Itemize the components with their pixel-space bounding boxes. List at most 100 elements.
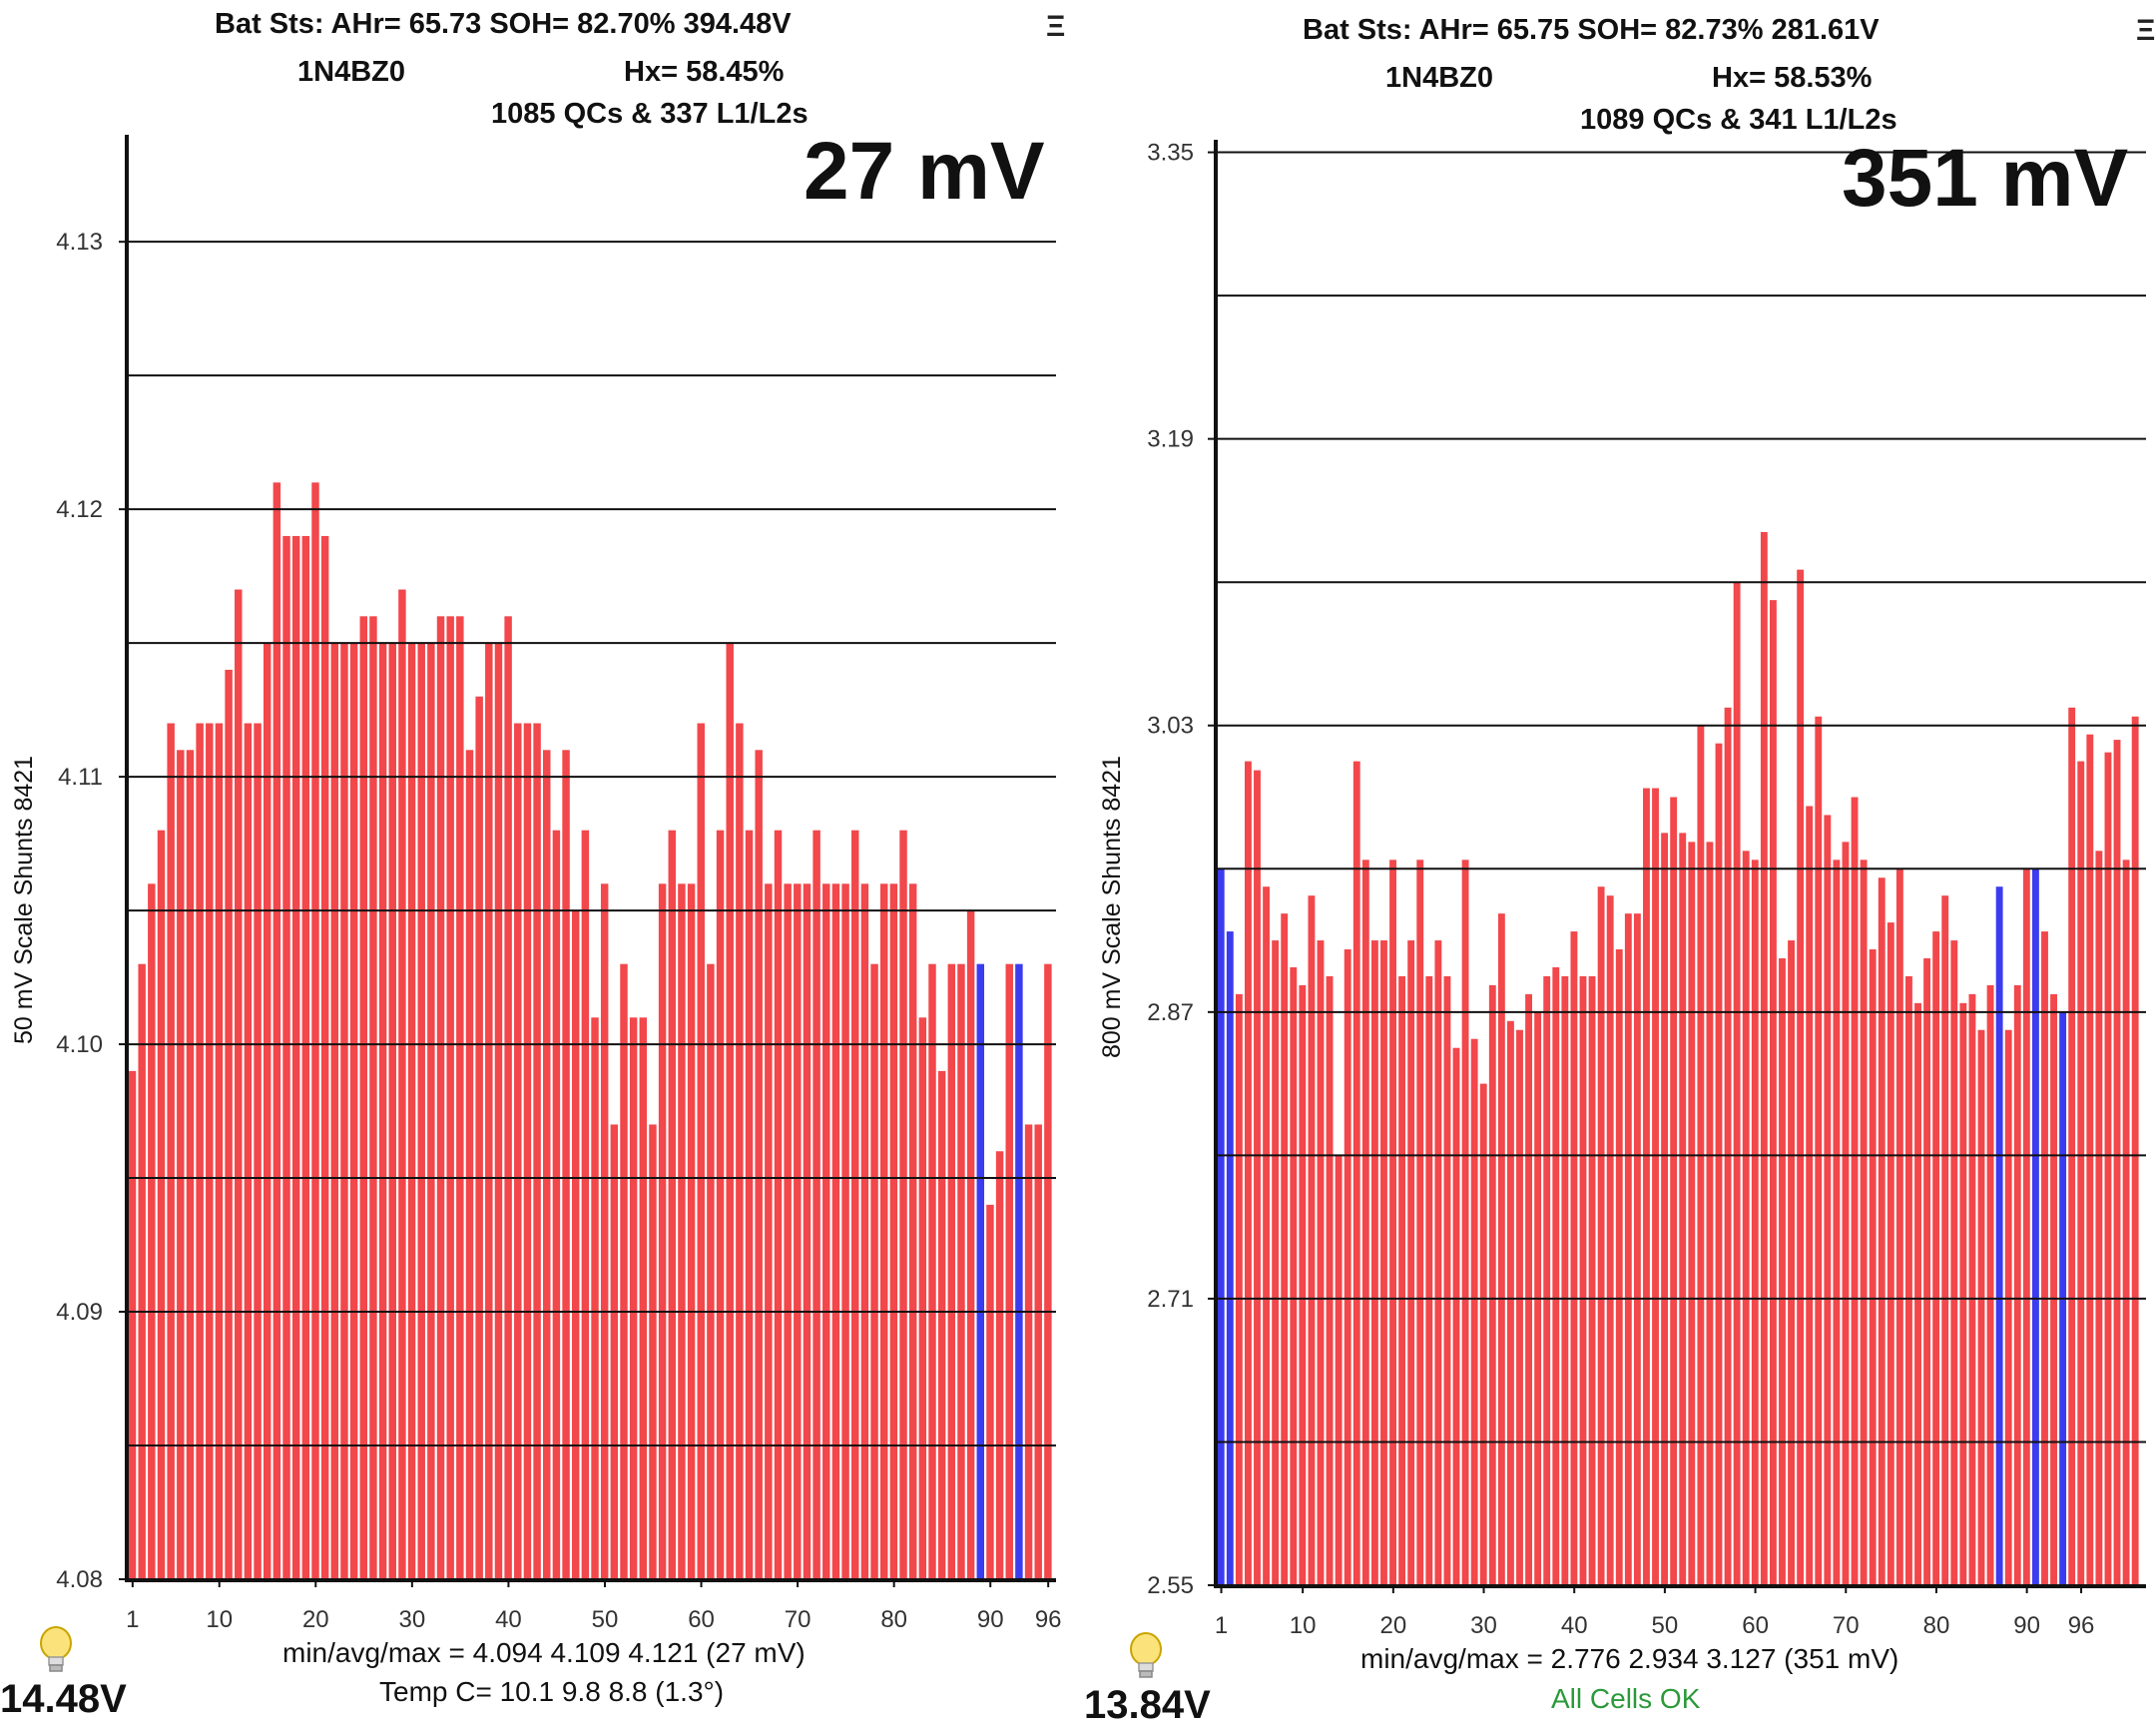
cell-bar: [697, 723, 705, 1579]
vehicle-id: 1N4BZ0: [297, 56, 405, 88]
cell-bar: [320, 535, 329, 1580]
cell-bar: [1624, 913, 1632, 1585]
x-tick-label: 70: [785, 1606, 811, 1633]
cell-bar: [436, 616, 445, 1579]
cell-bar: [1497, 913, 1505, 1585]
cell-bar: [1245, 761, 1252, 1585]
hx-value: Hx= 58.45%: [624, 56, 785, 88]
cell-bar: [870, 963, 878, 1579]
cell-bar: [475, 696, 483, 1579]
cell-bar: [879, 883, 888, 1579]
cell-bar: [533, 723, 541, 1579]
cell-bar: [148, 883, 156, 1579]
cell-bar: [571, 910, 580, 1579]
cell-bar: [1742, 851, 1750, 1585]
cell-bar: [254, 723, 262, 1579]
cell-bar: [349, 643, 358, 1579]
cell-bar: [841, 883, 849, 1579]
cell-bar: [543, 750, 551, 1579]
lightbulb-icon[interactable]: [36, 1625, 76, 1677]
cell-bar: [1235, 993, 1243, 1585]
cell-voltage-chart-left: 4.08 4.09 4.10 4.11 4.12 4.13 1 10 20 30 40 50 60 70 8…: [56, 135, 1062, 1633]
cell-bar: [494, 643, 503, 1579]
cell-bar: [1044, 963, 1052, 1579]
cell-bar: [1670, 797, 1678, 1585]
cell-bar: [1380, 940, 1387, 1585]
cell-bar: [157, 830, 166, 1579]
cell-bar: [1579, 975, 1587, 1585]
cell-bar: [1806, 806, 1814, 1585]
cell-bar: [1986, 984, 1994, 1585]
cell-bar: [1461, 860, 1469, 1585]
cell-bar: [784, 883, 792, 1579]
cell-bar: [311, 482, 319, 1580]
cell-bar: [388, 643, 396, 1579]
battery-status: Bat Sts: AHr= 65.73 SOH= 82.70% 394.48V: [215, 8, 792, 40]
cell-bar: [1507, 1020, 1514, 1585]
battery-status: Bat Sts: AHr= 65.75 SOH= 82.73% 281.61V: [1303, 14, 1880, 46]
qc-count: 1085 QCs & 337 L1/L2s: [491, 98, 808, 130]
shunt-bar: [1015, 963, 1023, 1579]
cell-bar: [1263, 886, 1271, 1585]
cell-bar: [1588, 975, 1596, 1585]
cell-bar: [716, 830, 725, 1579]
cell-bar: [591, 1017, 599, 1579]
y-tick-label: 4.10: [56, 1031, 103, 1058]
cell-bar: [1797, 569, 1805, 1585]
x-tick-label: 96: [1035, 1606, 1062, 1633]
cell-bar: [2004, 1029, 2012, 1585]
cell-bar: [1769, 600, 1777, 1585]
cell-bar: [629, 1017, 638, 1579]
x-tick-label: 96: [2068, 1612, 2095, 1639]
cell-bar: [755, 750, 763, 1579]
x-tick-label: 80: [880, 1606, 907, 1633]
shunt-bar: [1995, 886, 2003, 1585]
cell-bar: [465, 750, 474, 1579]
cell-bar: [765, 883, 773, 1579]
cell-bar: [1886, 922, 1894, 1585]
cell-bar: [1024, 1124, 1033, 1579]
cell-bar: [369, 616, 377, 1579]
cell-bar: [812, 830, 820, 1579]
cell-bar: [1860, 860, 1868, 1585]
x-tick-label: 30: [399, 1606, 426, 1633]
cell-bar: [908, 883, 917, 1579]
lightbulb-icon[interactable]: [1126, 1631, 1166, 1683]
hamburger-icon[interactable]: Ξ: [1046, 10, 1066, 43]
cell-bar: [1869, 949, 1877, 1585]
cell-bar: [2095, 851, 2103, 1585]
cell-bar: [860, 883, 869, 1579]
x-tick-label: 50: [592, 1606, 619, 1633]
cell-bar: [1398, 975, 1406, 1585]
cell-bar: [600, 883, 609, 1579]
cell-bar: [1815, 716, 1823, 1585]
cell-bar: [1905, 975, 1912, 1585]
cell-bar: [1570, 931, 1578, 1585]
cell-bar: [282, 535, 290, 1580]
cell-bar: [1326, 975, 1334, 1585]
y-tick-label: 4.12: [56, 496, 103, 523]
cell-bar: [1272, 940, 1280, 1585]
cell-bar: [658, 883, 667, 1579]
cell-bar: [1950, 940, 1958, 1585]
cell-bar: [831, 883, 840, 1579]
cell-bar: [1606, 895, 1614, 1585]
cell-bar: [1779, 958, 1786, 1585]
hamburger-icon[interactable]: Ξ: [2136, 14, 2156, 47]
cell-bar: [1679, 833, 1687, 1585]
cell-bar: [687, 883, 696, 1579]
cell-bar: [2022, 868, 2030, 1585]
cell-bar: [167, 723, 175, 1579]
cell-bar: [726, 643, 734, 1579]
temperature-readout: Temp C= 10.1 9.8 8.8 (1.3°): [379, 1676, 725, 1707]
cell-bar: [1932, 931, 1940, 1585]
cell-bar: [2041, 931, 2048, 1585]
cell-bar: [1615, 949, 1623, 1585]
cell-bar: [822, 883, 830, 1579]
cell-bar: [456, 616, 464, 1579]
cell-bar: [1361, 860, 1369, 1585]
cell-bar: [1706, 842, 1714, 1585]
cell-bar: [851, 830, 859, 1579]
x-tick-label: 70: [1833, 1612, 1860, 1639]
cell-bar: [918, 1017, 927, 1579]
